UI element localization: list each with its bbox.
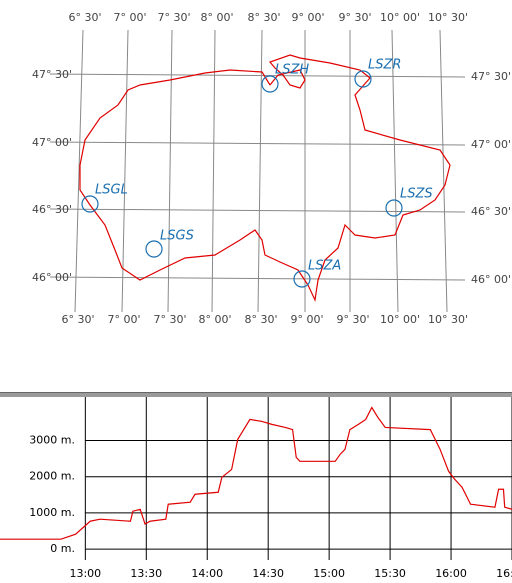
lon-label: 10° 30' — [428, 313, 468, 326]
y-tick-label: 2000 m. — [29, 470, 75, 483]
lon-label: 8° 00' — [200, 11, 233, 24]
x-tick-label: 16:30 — [496, 567, 512, 580]
airport-marker — [385, 199, 403, 217]
lon-line — [439, 29, 448, 313]
lon-label: 8° 30' — [247, 11, 280, 24]
airport-marker — [261, 75, 279, 93]
lat-line — [49, 73, 466, 78]
separator — [0, 392, 512, 397]
lon-line — [167, 29, 173, 313]
x-tick-label: 13:00 — [69, 567, 101, 580]
lat-label: 47° 00' — [471, 138, 511, 151]
y-tick-label: 3000 m. — [29, 433, 75, 446]
lon-line — [211, 29, 216, 313]
lat-label: 46° 00' — [471, 273, 511, 286]
airport-marker — [293, 270, 311, 288]
lon-label: 9° 00' — [291, 11, 324, 24]
lon-label: 7° 30' — [157, 11, 190, 24]
altitude-line — [0, 406, 512, 540]
x-tick-label: 14:30 — [252, 567, 284, 580]
lat-label: 46° 30' — [32, 203, 72, 216]
map: 6° 30' 7° 00' 7° 30' 8° 00' 8° 30' 9° 00… — [32, 11, 511, 326]
lon-label: 8° 30' — [244, 313, 277, 326]
airport-label: LSGS — [160, 229, 194, 244]
airport-marker — [81, 195, 99, 213]
lat-line — [49, 208, 466, 213]
lon-label: 7° 00' — [113, 11, 146, 24]
airport-label: LSZA — [308, 259, 341, 274]
lat-label: 47° 30' — [32, 68, 72, 81]
y-tick-label: 0 m. — [50, 542, 75, 555]
x-tick-label: 15:00 — [313, 567, 345, 580]
y-tick-label: 1000 m. — [29, 506, 75, 519]
lon-label: 9° 00' — [290, 313, 323, 326]
airport-label: LSZH — [275, 63, 309, 78]
lon-label: 10° 00' — [380, 313, 420, 326]
lon-line — [74, 29, 84, 313]
lon-label: 9° 30' — [338, 11, 371, 24]
x-tick-label: 15:30 — [374, 567, 406, 580]
altitude-chart: 0 m. 1000 m. 2000 m. 3000 m. 13:00 13:30 14:00… — [0, 397, 512, 580]
lat-label: 47° 00' — [32, 136, 72, 149]
lon-label: 7° 30' — [153, 313, 186, 326]
lon-label: 7° 00' — [107, 313, 140, 326]
airport-label: LSZS — [400, 187, 433, 202]
lat-labels: 47° 30' 47° 00' 46° 30' 46° 00' 47° 30' … — [32, 68, 511, 286]
lat-label: 47° 30' — [471, 70, 511, 83]
flight-track — [79, 54, 451, 303]
lat-label: 46° 00' — [32, 271, 72, 284]
lon-line — [257, 29, 263, 313]
x-tick-label: 16:00 — [435, 567, 467, 580]
airport-label: LSZR — [368, 58, 401, 73]
lat-line — [49, 141, 466, 146]
lon-label: 10° 00' — [380, 11, 420, 24]
x-tick-label: 13:30 — [130, 567, 162, 580]
lon-label: 6° 30' — [68, 11, 101, 24]
airport-marker — [354, 70, 372, 88]
lat-line — [49, 276, 466, 281]
x-tick-label: 14:00 — [191, 567, 223, 580]
lon-label: 6° 30' — [61, 313, 94, 326]
lon-line — [121, 29, 129, 313]
lon-line — [391, 29, 399, 313]
lon-label: 9° 30' — [336, 313, 369, 326]
lon-label: 8° 00' — [198, 313, 231, 326]
airports — [81, 70, 403, 288]
lon-label: 10° 30' — [428, 11, 468, 24]
map-grid — [49, 29, 466, 313]
airport-label: LSGL — [95, 183, 128, 198]
lat-label: 46° 30' — [471, 205, 511, 218]
lon-labels: 6° 30' 7° 00' 7° 30' 8° 00' 8° 30' 9° 00… — [61, 11, 468, 326]
airport-marker — [145, 240, 163, 258]
